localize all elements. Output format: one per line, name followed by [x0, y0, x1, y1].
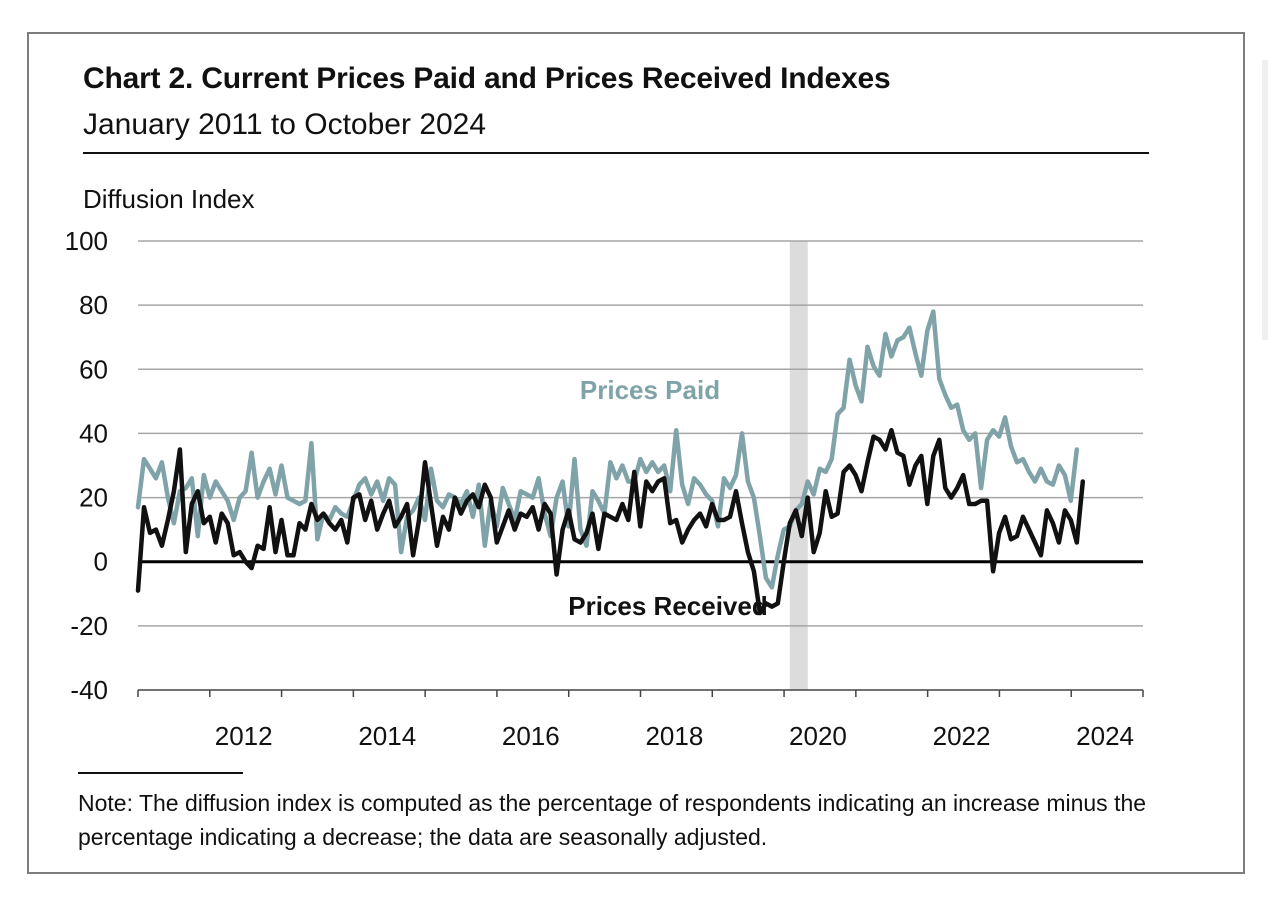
y-tick-label: 60	[79, 354, 108, 384]
y-tick-label: 20	[79, 483, 108, 513]
y-tick-label: 100	[65, 226, 108, 256]
y-tick-label: -20	[70, 611, 108, 641]
series-prices-paid	[135, 309, 1080, 590]
y-tick-label: 40	[79, 418, 108, 448]
note-rule	[78, 772, 243, 774]
title-rule	[83, 152, 1149, 154]
x-tick-label: 2022	[933, 721, 991, 751]
recession-shade	[789, 241, 808, 690]
x-tick-label: 2014	[358, 721, 416, 751]
y-axis-label: Diffusion Index	[83, 184, 255, 214]
chart-subtitle: January 2011 to October 2024	[83, 108, 487, 141]
x-tick-label: 2016	[502, 721, 560, 751]
x-tick-label: 2024	[1076, 721, 1134, 751]
chart-note: Note: The diffusion index is computed as…	[78, 790, 1147, 850]
y-tick-label: 80	[79, 290, 108, 320]
x-tick-label: 2020	[789, 721, 847, 751]
page-edge	[1262, 60, 1268, 340]
x-tick-label: 2018	[645, 721, 703, 751]
chart-frame	[27, 32, 1245, 874]
x-tick-label: 2012	[215, 721, 273, 751]
chart-title: Chart 2. Current Prices Paid and Prices …	[83, 62, 891, 95]
y-tick-label: -40	[70, 675, 108, 705]
y-tick-label: 0	[94, 547, 108, 577]
legend-label-prices-received: Prices Received	[568, 591, 767, 621]
series-prices-received	[135, 427, 1086, 616]
legend-label-prices-paid: Prices Paid	[580, 375, 720, 405]
